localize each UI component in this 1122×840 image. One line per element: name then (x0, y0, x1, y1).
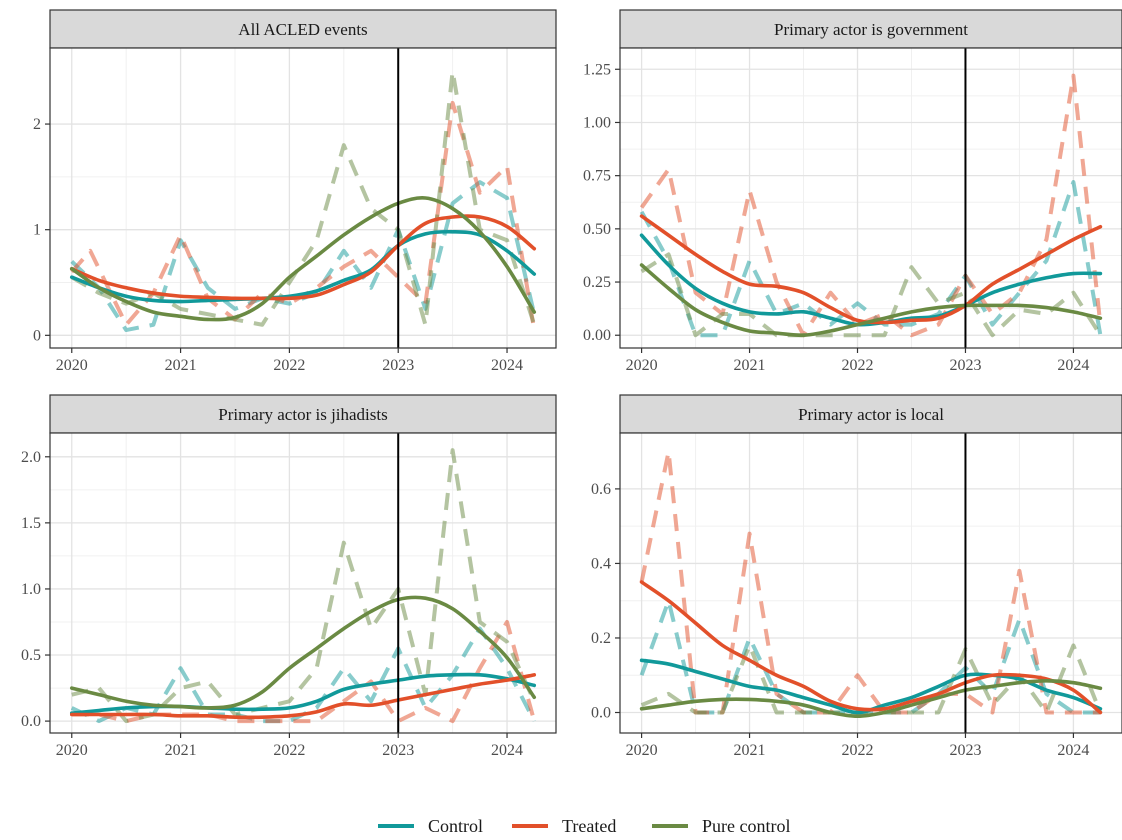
y-tick-label: 0.50 (583, 221, 611, 238)
x-tick-label: 2024 (1057, 357, 1089, 374)
x-tick-label: 2024 (491, 742, 523, 759)
x-tick-label: 2021 (165, 742, 197, 759)
y-tick-label: 1.00 (583, 114, 611, 131)
legend-label: Pure control (702, 816, 790, 836)
y-tick-label: 0.25 (583, 274, 611, 291)
panel-1: All ACLED events 2020 2021 2022 2023 2024 0 1 2 (33, 10, 556, 374)
x-tick-label: 2022 (842, 357, 874, 374)
panel-title: Primary actor is jihadists (218, 405, 388, 424)
y-tick-label: 0.2 (591, 630, 611, 647)
y-tick-label: 0.0 (591, 705, 611, 722)
legend-item-control: Control (378, 816, 483, 836)
x-tick-label: 2020 (56, 357, 88, 374)
x-tick-label: 2024 (491, 357, 523, 374)
y-tick-label: 2 (33, 116, 41, 133)
y-tick-label: 0.4 (591, 555, 611, 572)
x-tick-label: 2024 (1057, 742, 1089, 759)
x-tick-label: 2023 (382, 742, 414, 759)
panel-title: Primary actor is government (774, 20, 968, 39)
y-tick-label: 1.0 (21, 581, 41, 598)
x-tick-label: 2023 (382, 357, 414, 374)
panel-title: All ACLED events (238, 20, 367, 39)
y-tick-label: 1.25 (583, 61, 611, 78)
y-tick-label: 0.6 (591, 481, 611, 498)
x-tick-label: 2023 (949, 742, 981, 759)
legend-label: Treated (562, 816, 616, 836)
x-tick-label: 2020 (56, 742, 88, 759)
legend-item-pure-control: Pure control (652, 816, 790, 836)
panel-title: Primary actor is local (798, 405, 944, 424)
legend: Control Treated Pure control (378, 816, 790, 836)
x-tick-label: 2022 (273, 742, 305, 759)
legend-label: Control (428, 816, 483, 836)
y-tick-label: 0 (33, 327, 41, 344)
y-tick-label: 0.0 (21, 713, 41, 730)
panel-4: Primary actor is local 2020 2021 2022 2023 20… (591, 395, 1122, 759)
legend-item-treated: Treated (512, 816, 616, 836)
x-tick-label: 2020 (626, 742, 658, 759)
x-tick-label: 2022 (273, 357, 305, 374)
panel-3: Primary actor is jihadists 2020 2021 2022 20… (21, 395, 556, 759)
x-tick-label: 2021 (734, 357, 766, 374)
x-tick-label: 2021 (734, 742, 766, 759)
y-tick-label: 0.00 (583, 327, 611, 344)
x-tick-label: 2021 (165, 357, 197, 374)
y-tick-label: 2.0 (21, 449, 41, 466)
x-tick-label: 2023 (949, 357, 981, 374)
y-tick-label: 1.5 (21, 515, 41, 532)
y-tick-label: 0.5 (21, 647, 41, 664)
panel-2: Primary actor is government 2020 2021 2022 2… (583, 10, 1122, 374)
x-tick-label: 2022 (842, 742, 874, 759)
y-tick-label: 1 (33, 222, 41, 239)
y-tick-label: 0.75 (583, 168, 611, 185)
x-tick-label: 2020 (626, 357, 658, 374)
